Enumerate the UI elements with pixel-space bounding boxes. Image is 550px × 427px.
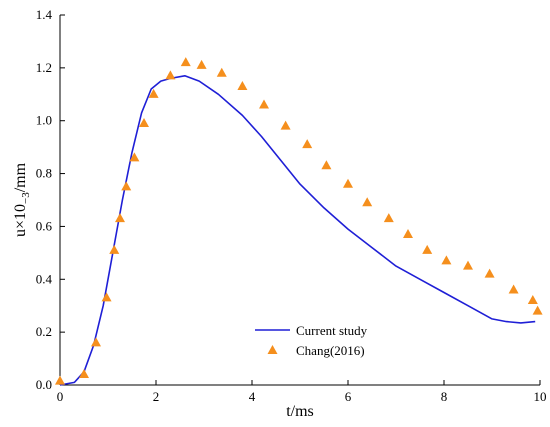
x-tick-label: 10 <box>534 389 547 404</box>
x-tick-label: 6 <box>345 389 352 404</box>
data-point-chang-2016 <box>383 213 394 223</box>
y-tick-label: 1.4 <box>36 7 53 22</box>
series-layer <box>55 57 543 386</box>
y-tick-label: 0.4 <box>36 271 53 286</box>
y-axis-title: u×10−3/mm <box>12 162 32 237</box>
legend: Current study Chang(2016) <box>255 323 368 358</box>
data-point-chang-2016 <box>403 228 413 238</box>
legend-triangle-swatch <box>267 345 278 354</box>
data-point-chang-2016 <box>259 99 269 109</box>
y-axis-title-tail: /mm <box>12 162 29 192</box>
data-point-chang-2016 <box>180 57 191 67</box>
y-tick-label: 1.0 <box>36 113 52 128</box>
data-point-chang-2016 <box>129 152 140 162</box>
x-tick-label: 8 <box>441 389 448 404</box>
y-tick-label: 1.2 <box>36 60 52 75</box>
x-tick-label: 2 <box>153 389 160 404</box>
y-tick-label: 0.0 <box>36 377 52 392</box>
data-point-chang-2016 <box>527 295 538 305</box>
data-point-chang-2016 <box>216 67 227 77</box>
data-point-chang-2016 <box>121 181 132 191</box>
legend-label-chang-2016: Chang(2016) <box>296 343 365 358</box>
data-point-chang-2016 <box>441 255 452 265</box>
data-point-chang-2016 <box>55 375 65 385</box>
data-point-chang-2016 <box>321 160 332 170</box>
data-point-chang-2016 <box>101 292 112 302</box>
y-axis-title-base: u×10 <box>12 204 29 237</box>
plot-background <box>60 15 540 385</box>
series-line-current-study <box>59 75 536 386</box>
x-ticks: 0 2 4 6 8 10 <box>57 380 547 404</box>
y-ticks: 0.0 0.2 0.4 0.6 0.8 1.0 1.2 1.4 <box>36 7 65 392</box>
data-point-chang-2016 <box>165 70 176 80</box>
x-tick-label: 0 <box>57 389 64 404</box>
data-point-chang-2016 <box>484 268 495 278</box>
x-tick-label: 4 <box>249 389 256 404</box>
x-axis-title: t/ms <box>286 403 314 420</box>
y-tick-label: 0.8 <box>36 166 52 181</box>
data-point-chang-2016 <box>532 305 543 315</box>
data-point-chang-2016 <box>91 337 101 347</box>
legend-label-current-study: Current study <box>296 323 368 338</box>
data-point-chang-2016 <box>115 213 125 223</box>
data-point-chang-2016 <box>237 80 248 90</box>
data-point-chang-2016 <box>196 59 207 69</box>
data-point-chang-2016 <box>508 284 519 294</box>
data-point-chang-2016 <box>362 197 373 207</box>
data-point-chang-2016 <box>463 260 473 270</box>
data-point-chang-2016 <box>343 178 353 188</box>
data-point-chang-2016 <box>280 120 291 130</box>
axes <box>59 15 540 386</box>
plot-area <box>60 15 540 385</box>
data-point-chang-2016 <box>139 117 149 127</box>
y-tick-label: 0.2 <box>36 324 52 339</box>
data-point-chang-2016 <box>109 244 120 254</box>
data-point-chang-2016 <box>422 244 433 254</box>
data-point-chang-2016 <box>148 88 159 98</box>
y-axis-title-sub: −3 <box>20 192 32 204</box>
y-tick-label: 0.6 <box>36 218 53 233</box>
data-point-chang-2016 <box>302 139 313 149</box>
data-point-chang-2016 <box>79 369 89 379</box>
